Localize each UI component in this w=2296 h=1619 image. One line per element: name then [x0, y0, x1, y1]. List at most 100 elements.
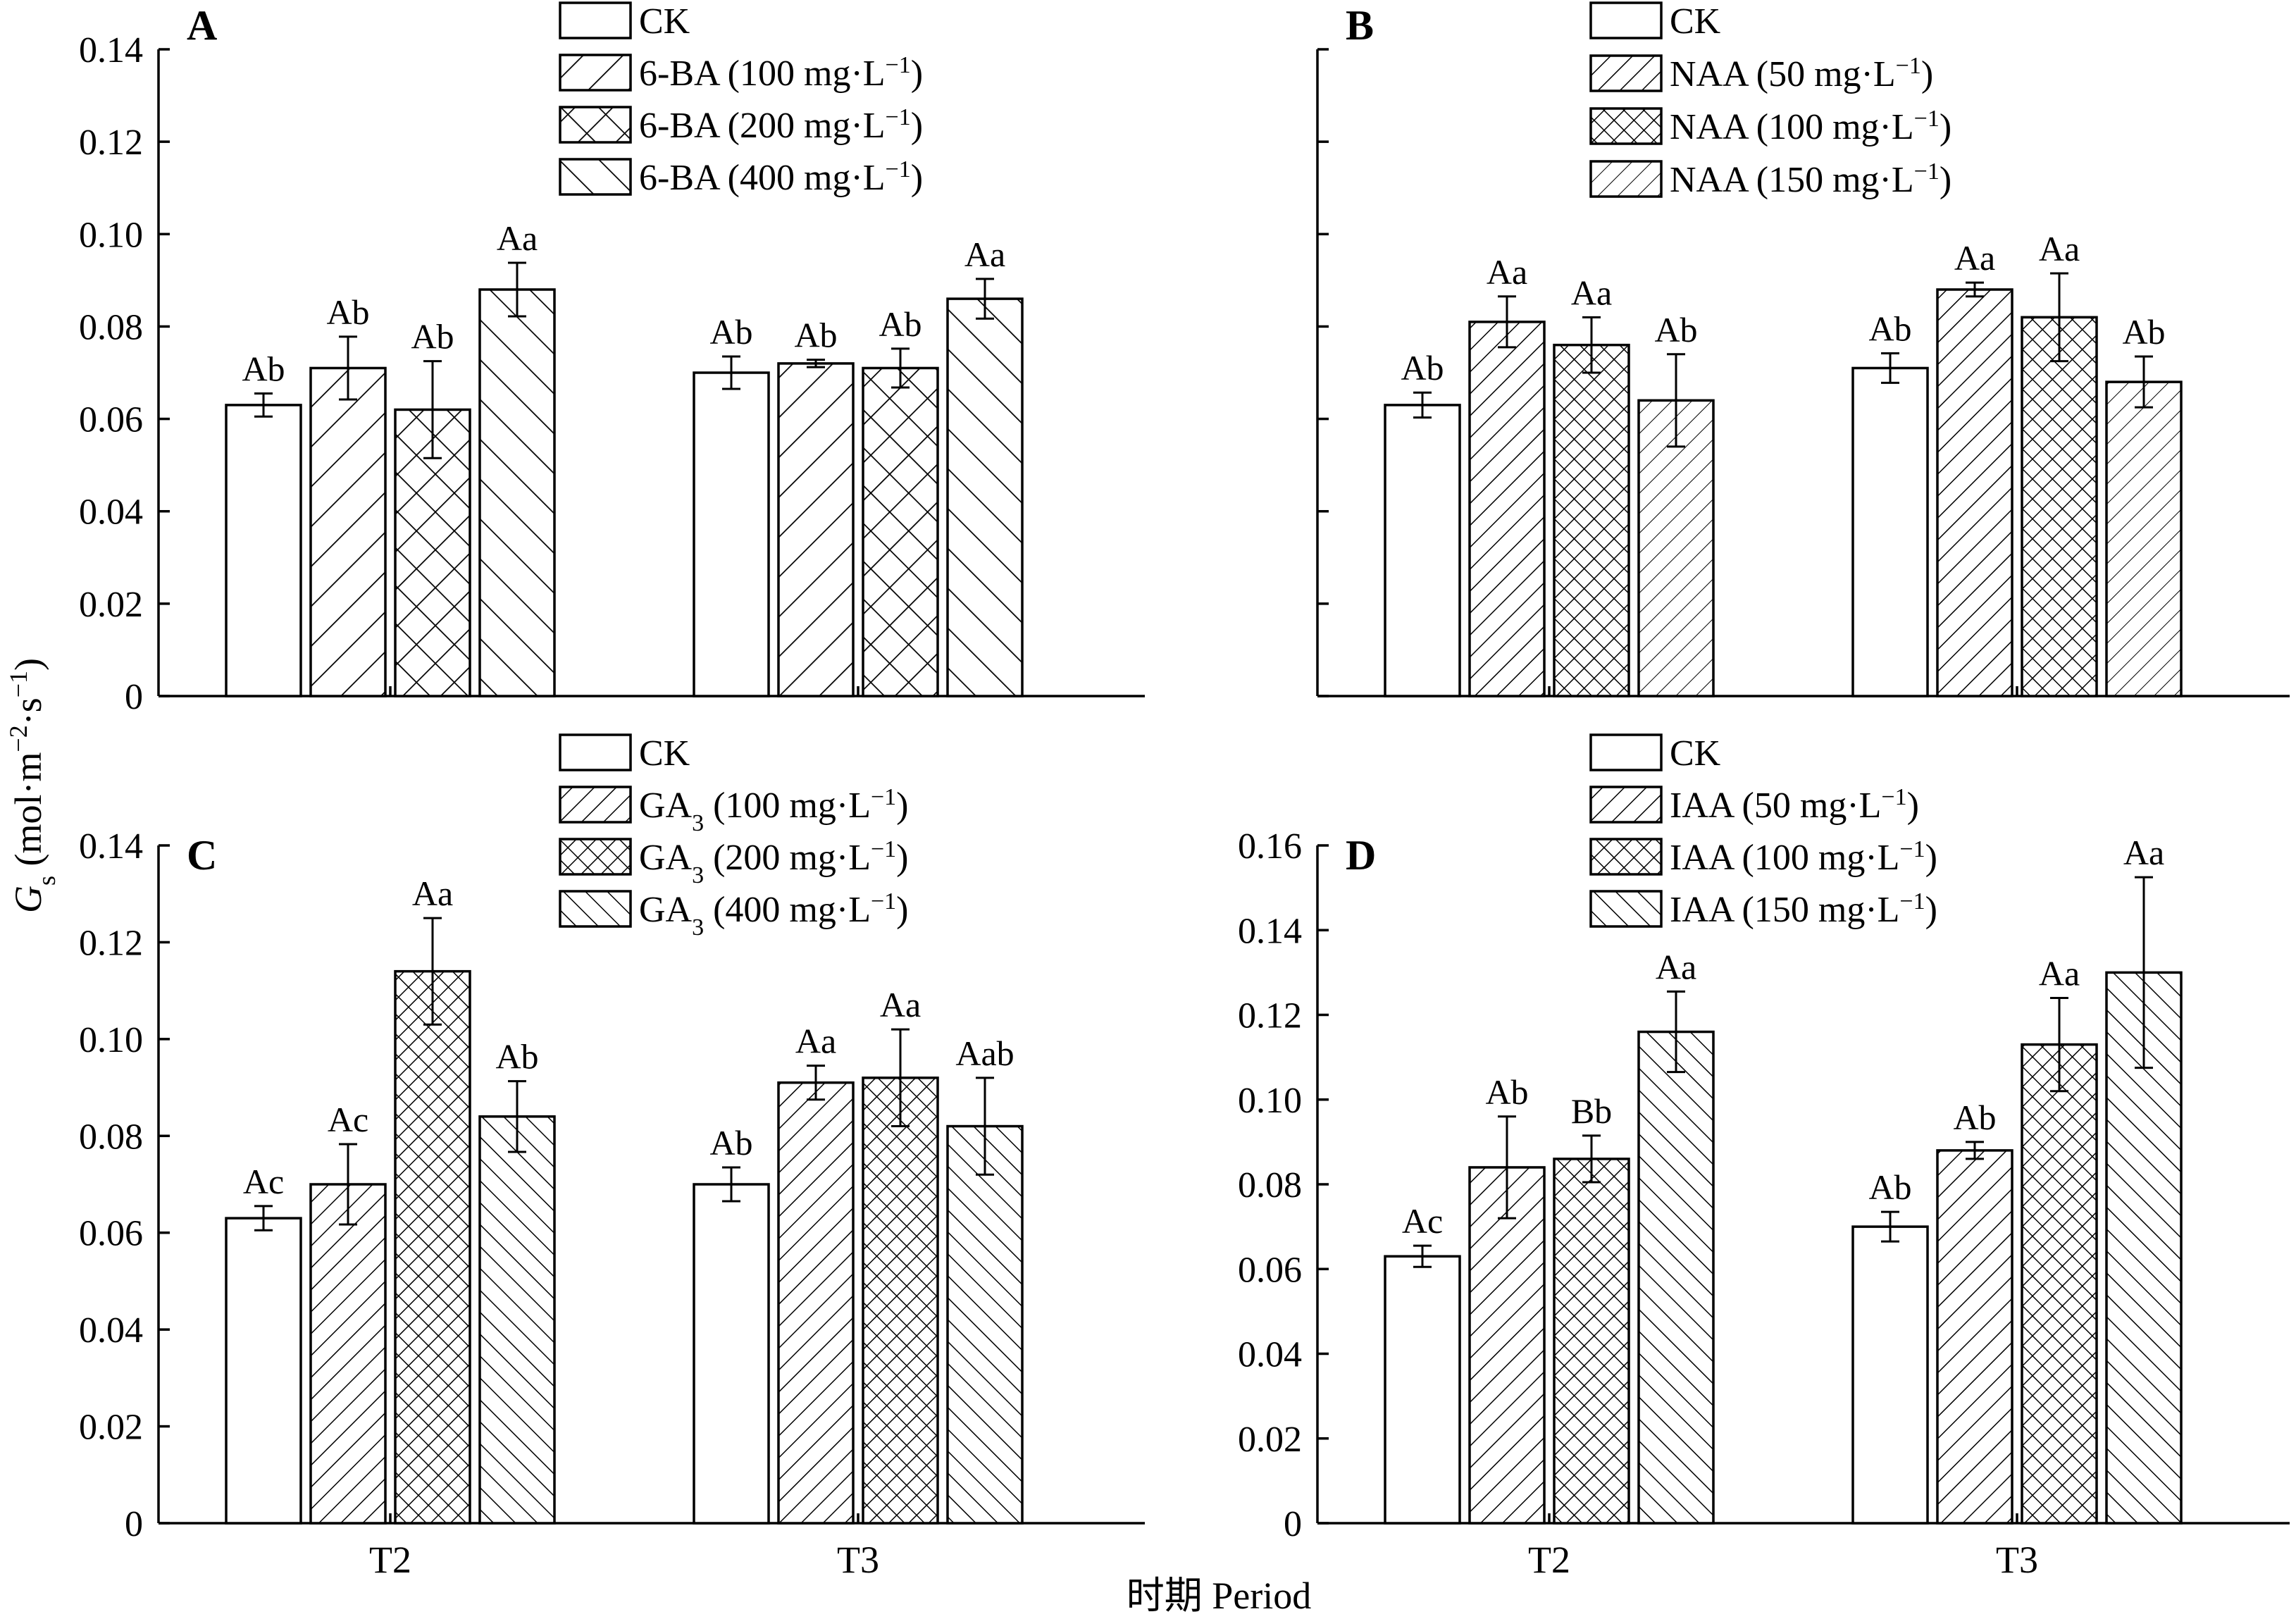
y-tick-label: 0.12: [79, 923, 143, 963]
bar-a-s3-t2: [478, 288, 556, 697]
bar-a-s0-t3: [693, 371, 770, 697]
significance-label: Ac: [328, 1100, 368, 1139]
y-tick-label: 0.04: [79, 1310, 143, 1351]
legend-swatch: [1589, 890, 1663, 928]
y-tick-label: 0.06: [79, 1214, 143, 1254]
y-tick-label: 0.08: [79, 1117, 143, 1157]
significance-label: Bb: [1571, 1091, 1612, 1131]
significance-label: Aa: [412, 874, 453, 913]
significance-label: Aa: [964, 235, 1005, 274]
legend-label: NAA (150 mg·L−1): [1670, 159, 1951, 201]
significance-label: Ab: [879, 304, 921, 344]
legend-swatch: [559, 106, 632, 144]
y-tick-label: 0: [125, 677, 143, 717]
legend-swatch: [559, 786, 632, 824]
significance-label: Ab: [1654, 310, 1697, 349]
significance-label: Aa: [1487, 252, 1527, 292]
y-tick-label: 0.14: [79, 30, 143, 70]
significance-label: Ab: [1953, 1098, 1996, 1137]
y-tick-label: 0.12: [79, 123, 143, 163]
legend-swatch: [1589, 54, 1663, 92]
legend-label: 6-BA (200 mg·L−1): [639, 104, 923, 147]
significance-label: Aa: [2039, 229, 2080, 268]
bar-b-s2-t3: [2021, 316, 2098, 697]
legend-swatch: [1589, 107, 1663, 145]
y-tick-label: 0.08: [1238, 1165, 1302, 1205]
significance-label: Ab: [326, 292, 369, 332]
bar-c-s2-t2: [394, 969, 471, 1525]
panel-letter: D: [1346, 832, 1376, 879]
bar-a-s3-t3: [946, 297, 1024, 697]
y-tick-label: 0.10: [79, 1020, 143, 1060]
legend-swatch: [559, 733, 632, 771]
panel-letter: C: [187, 832, 217, 879]
significance-label: Ab: [2122, 312, 2165, 352]
significance-label: Ab: [411, 317, 454, 356]
legend-label: IAA (50 mg·L−1): [1670, 784, 1919, 826]
bar-d-s2-t2: [1553, 1158, 1630, 1525]
significance-label: Ab: [1485, 1072, 1528, 1112]
significance-label: Ab: [1401, 348, 1444, 387]
bar-b-s3-t3: [2105, 380, 2183, 697]
y-tick-label: 0.14: [1238, 911, 1302, 951]
significance-label: Aa: [1954, 238, 1995, 278]
legend-swatch: [1589, 733, 1663, 771]
significance-label: Aa: [2039, 953, 2080, 993]
legend-swatch: [559, 54, 632, 92]
y-tick-label: 0: [1284, 1504, 1302, 1544]
y-tick-label: 0.14: [79, 826, 143, 867]
significance-label: Aab: [955, 1034, 1014, 1073]
significance-label: Aa: [795, 1022, 836, 1061]
legend-swatch: [559, 158, 632, 196]
significance-label: Aa: [1656, 947, 1696, 986]
y-tick-label: 0.06: [79, 400, 143, 440]
significance-label: Aa: [497, 218, 538, 258]
bar-d-s0-t3: [1851, 1225, 1929, 1525]
significance-label: Ac: [1402, 1201, 1443, 1241]
bar-c-s3-t2: [478, 1115, 556, 1525]
legend-label: GA3 (200 mg·L−1): [639, 836, 908, 888]
bar-b-s1-t2: [1468, 321, 1546, 697]
legend-swatch: [559, 1, 632, 39]
significance-label: Ab: [1868, 309, 1911, 348]
legend-label: CK: [639, 733, 690, 774]
legend-label: 6-BA (400 mg·L−1): [639, 156, 923, 199]
legend-swatch: [1589, 786, 1663, 824]
panel-b: Ab Ab Aa Aa Aa Aa Ab Ab B CK NAA (50 mg·L−1) NAA (1…: [1316, 1, 2290, 697]
bar-c-s3-t3: [946, 1124, 1024, 1525]
y-tick-label: 0: [125, 1504, 143, 1544]
legend-label: IAA (100 mg·L−1): [1670, 836, 1937, 879]
bar-c-s1-t2: [309, 1183, 387, 1525]
legend-label: CK: [639, 1, 690, 42]
legend-swatch: [559, 838, 632, 876]
bar-a-s2-t3: [862, 366, 939, 697]
panel-d: 0 0.02 0.04 0.06 0.08 0.10 0.12 0.14 0.16 T2 T3 Ac A…: [1238, 733, 2290, 1581]
significance-label: Ab: [495, 1037, 538, 1077]
y-tick-label: 0.02: [1238, 1420, 1302, 1460]
legend-label: CK: [1670, 733, 1721, 774]
bar-c-s0-t2: [225, 1217, 302, 1525]
significance-label: Ab: [709, 312, 752, 352]
bar-d-s1-t3: [1936, 1149, 2013, 1525]
bar-c-s2-t3: [862, 1077, 939, 1525]
significance-label: Ab: [709, 1123, 752, 1162]
legend-label: NAA (100 mg·L−1): [1670, 106, 1951, 148]
bar-d-s0-t2: [1384, 1255, 1461, 1525]
bar-d-s3-t2: [1637, 1030, 1715, 1525]
bar-b-s3-t2: [1637, 399, 1715, 697]
bar-d-s1-t2: [1468, 1166, 1546, 1525]
legend-swatch: [559, 890, 632, 928]
significance-label: Aa: [2123, 833, 2164, 872]
y-tick-label: 0.04: [79, 492, 143, 533]
legend-label: GA3 (100 mg·L−1): [639, 784, 908, 836]
y-tick-label: 0.06: [1238, 1250, 1302, 1290]
panel-letter: B: [1346, 2, 1374, 49]
panel-a: 0 0.02 0.04 0.06 0.08 0.10 0.12 0.14 Ab Ab Ab Ab Ab A…: [79, 1, 1145, 717]
y-tick-label: 0.02: [79, 1408, 143, 1448]
y-tick-label: 0.10: [79, 215, 143, 255]
panel-c: 0 0.02 0.04 0.06 0.08 0.10 0.12 0.14 T2 T3 Ac Ab Ac A…: [79, 733, 1145, 1581]
bar-b-s2-t2: [1553, 343, 1630, 697]
x-category-label: T3: [837, 1539, 879, 1581]
y-axis-title: Gs (mol·m−2·s−1): [4, 658, 61, 913]
